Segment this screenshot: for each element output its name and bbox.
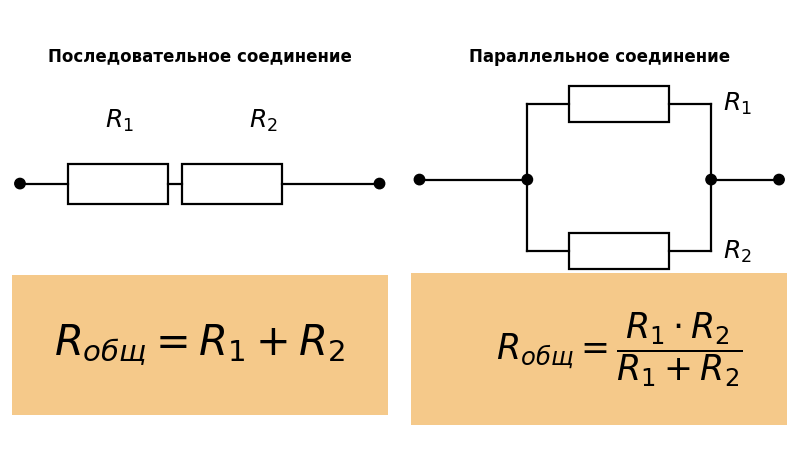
Bar [68, 163, 168, 204]
Bar [182, 163, 282, 204]
Text: $\mathit{R}_1$: $\mathit{R}_1$ [723, 91, 752, 117]
Text: $\mathit{R}_1$: $\mathit{R}_1$ [105, 107, 134, 134]
Circle shape [523, 175, 532, 185]
Text: $\mathit{R}_{\mathit{общ}} = \mathit{R}_1 + \mathit{R}_2$: $\mathit{R}_{\mathit{общ}} = \mathit{R}_… [54, 323, 345, 368]
Text: Параллельное соединение: Параллельное соединение [469, 48, 729, 66]
Bar [411, 274, 787, 425]
Bar [569, 86, 670, 122]
Circle shape [415, 175, 425, 185]
Bar [569, 233, 670, 269]
Circle shape [774, 175, 785, 185]
Text: $\mathit{R}_2$: $\mathit{R}_2$ [249, 107, 278, 134]
Circle shape [374, 178, 385, 189]
Circle shape [706, 175, 716, 185]
Circle shape [15, 178, 26, 189]
Text: $\mathit{R}_{\mathit{общ}} = \dfrac{\mathit{R}_1 \cdot \mathit{R}_2}{\mathit{R}_: $\mathit{R}_{\mathit{общ}} = \dfrac{\mat… [496, 310, 742, 389]
Bar [12, 275, 388, 415]
Text: $\mathit{R}_2$: $\mathit{R}_2$ [723, 238, 752, 264]
Text: Последовательное соединение: Последовательное соединение [48, 48, 352, 66]
